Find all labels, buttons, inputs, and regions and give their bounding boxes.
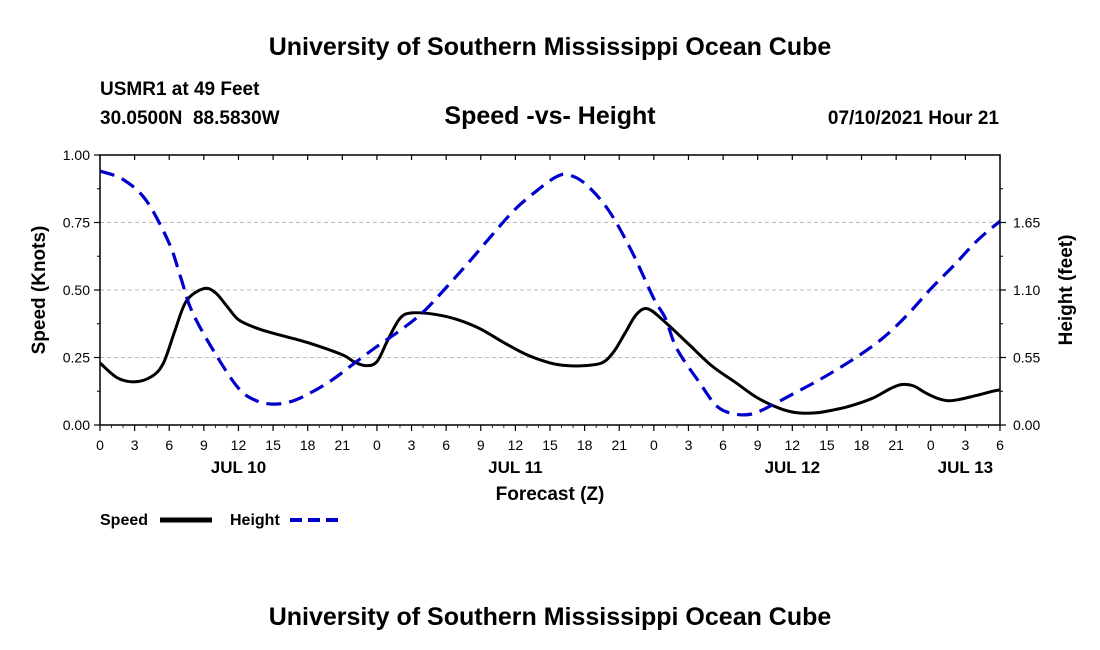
x-tick-label: 6	[165, 437, 173, 453]
series-line-speed	[100, 286, 1000, 415]
x-tick-label: 3	[131, 437, 139, 453]
x-tick-label: 12	[785, 437, 801, 453]
page-title-bottom: University of Southern Mississippi Ocean…	[269, 603, 832, 631]
x-tick-label: 12	[508, 437, 524, 453]
y-axis-title: Speed (Knots)	[29, 226, 50, 355]
date-label: JUL 11	[488, 458, 543, 477]
date-label: JUL 12	[765, 458, 820, 477]
x-tick-label: 3	[685, 437, 693, 453]
station-label: USMR1 at 49 Feet	[100, 79, 260, 100]
y2-tick-label: 1.10	[1013, 282, 1040, 298]
x-tick-label: 9	[477, 437, 485, 453]
x-axis-title: Forecast (Z)	[496, 484, 605, 505]
y-tick-label: 0.75	[63, 215, 90, 231]
y-tick-label: 0.00	[63, 417, 90, 433]
x-tick-label: 0	[927, 437, 935, 453]
coordinates-label: 30.0500N 88.5830W	[100, 108, 280, 129]
x-tick-label: 18	[854, 437, 870, 453]
y-axis-ticks: 0.00 0.25 0.50 0.75 1.00	[63, 147, 100, 433]
x-tick-label: 18	[577, 437, 593, 453]
x-tick-label: 15	[542, 437, 558, 453]
x-tick-label: 18	[300, 437, 316, 453]
x-tick-label: 0	[373, 437, 381, 453]
x-tick-label: 21	[611, 437, 627, 453]
x-axis-ticks: 0 3 6 9 12 15 18 21 0 3 6 9 12 15 18 21 0 3 6 9 12 15 18 21 0 3 6	[96, 155, 1004, 453]
y2-axis-title: Height (feet)	[1056, 235, 1077, 346]
y2-tick-label: 0.00	[1013, 417, 1040, 433]
y2-tick-label: 0.55	[1013, 350, 1040, 366]
legend: Speed Height	[100, 512, 342, 529]
y-tick-label: 0.25	[63, 350, 90, 366]
x-tick-label: 0	[650, 437, 658, 453]
page-title-top: University of Southern Mississippi Ocean…	[269, 33, 832, 61]
grid-lines	[100, 222, 1000, 358]
y-tick-label: 1.00	[63, 147, 90, 163]
forecast-date: 07/10/2021 Hour 21	[828, 108, 1000, 129]
series-line-height	[100, 169, 1000, 417]
chart-title: Speed -vs- Height	[444, 102, 656, 130]
x-tick-label: 6	[996, 437, 1004, 453]
y2-tick-label: 1.65	[1013, 215, 1040, 231]
x-tick-label: 3	[408, 437, 416, 453]
x-tick-label: 15	[819, 437, 835, 453]
date-label: JUL 13	[938, 458, 993, 477]
x-tick-label: 6	[442, 437, 450, 453]
x-tick-label: 15	[265, 437, 281, 453]
series-lines	[100, 169, 1000, 417]
date-labels: JUL 10 JUL 11 JUL 12 JUL 13	[211, 458, 993, 477]
x-tick-label: 21	[335, 437, 351, 453]
legend-speed-label: Speed	[100, 512, 148, 529]
x-tick-label: 9	[200, 437, 208, 453]
x-tick-label: 3	[961, 437, 969, 453]
y-tick-label: 0.50	[63, 282, 90, 298]
x-tick-label: 12	[231, 437, 247, 453]
x-tick-label: 0	[96, 437, 104, 453]
x-tick-label: 21	[888, 437, 904, 453]
y2-axis-ticks: 0.00 0.55 1.10 1.65	[1000, 188, 1040, 433]
legend-height-label: Height	[230, 512, 280, 529]
x-tick-label: 6	[719, 437, 727, 453]
x-tick-label: 9	[754, 437, 762, 453]
date-label: JUL 10	[211, 458, 266, 477]
